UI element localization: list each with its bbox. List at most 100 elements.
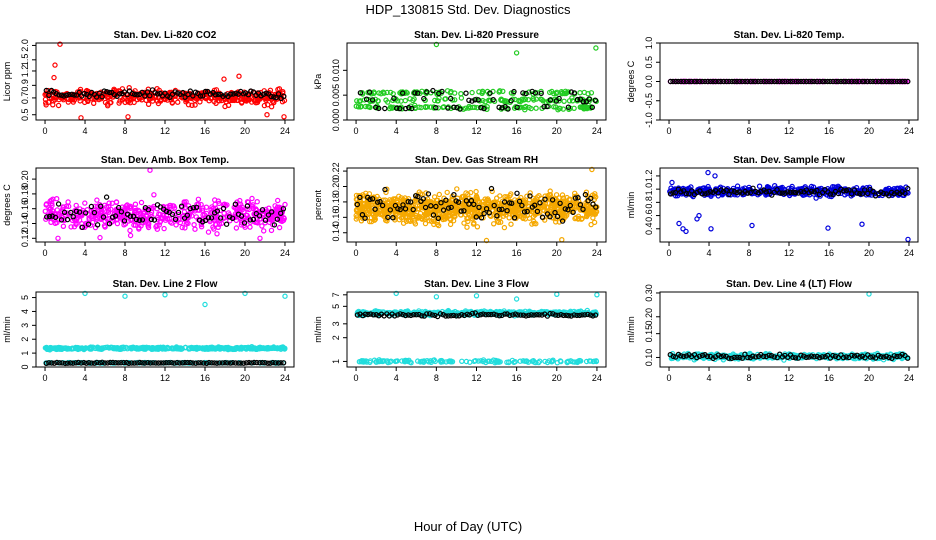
data-point — [822, 78, 828, 85]
data-point — [433, 104, 439, 111]
data-point — [166, 360, 172, 366]
data-point — [48, 219, 54, 225]
x-tick-label: 0 — [667, 126, 672, 136]
data-point — [122, 293, 128, 299]
data-point — [712, 78, 719, 85]
data-point — [375, 199, 381, 205]
data-point — [143, 212, 149, 219]
data-point — [254, 198, 260, 205]
data-point — [137, 359, 143, 366]
data-point — [175, 211, 182, 218]
data-point — [67, 360, 74, 366]
data-point — [481, 210, 487, 217]
data-point — [219, 360, 226, 366]
data-point — [139, 97, 145, 103]
data-point — [232, 360, 239, 366]
data-point — [354, 312, 361, 318]
x-tick-label: 24 — [592, 248, 602, 258]
data-point — [777, 78, 783, 85]
data-point — [795, 78, 802, 85]
data-point — [250, 89, 257, 95]
data-point — [522, 96, 529, 103]
data-point — [257, 344, 263, 350]
data-point — [793, 78, 799, 85]
data-point — [224, 346, 230, 352]
data-point — [481, 105, 487, 112]
data-point — [88, 360, 95, 366]
data-point — [425, 191, 432, 197]
data-point — [513, 50, 520, 56]
data-point — [521, 104, 528, 111]
data-point — [118, 209, 125, 215]
data-point — [275, 360, 282, 366]
data-point — [248, 95, 255, 101]
data-point — [54, 207, 61, 213]
data-point — [76, 209, 83, 215]
data-point — [396, 216, 403, 223]
data-point — [498, 219, 504, 225]
data-point — [779, 190, 786, 196]
data-point — [514, 104, 520, 111]
data-point — [49, 360, 55, 366]
data-point — [154, 91, 161, 97]
data-point — [504, 194, 510, 200]
data-point — [219, 345, 225, 351]
data-point — [571, 90, 578, 96]
data-point — [415, 90, 421, 96]
data-point — [257, 235, 263, 241]
data-point — [354, 201, 360, 208]
data-point — [73, 360, 79, 366]
data-point — [491, 202, 497, 209]
data-point — [580, 206, 586, 212]
data-point — [422, 220, 429, 227]
data-point — [439, 88, 445, 95]
data-point — [204, 346, 211, 352]
data-point — [457, 106, 463, 112]
data-point — [400, 311, 406, 318]
data-point — [552, 204, 558, 211]
data-point — [527, 190, 533, 196]
data-point — [736, 189, 743, 195]
data-point — [103, 204, 110, 210]
data-point — [134, 91, 140, 98]
data-point — [57, 360, 63, 366]
data-point — [216, 360, 223, 366]
data-point — [424, 89, 430, 95]
data-point — [761, 78, 767, 85]
data-point — [792, 189, 799, 196]
data-point — [190, 360, 196, 366]
data-point — [484, 106, 490, 113]
x-tick-label: 0 — [354, 373, 359, 383]
data-point — [673, 78, 679, 85]
x-tick-label: 8 — [123, 373, 128, 383]
data-point — [854, 187, 860, 194]
data-point — [489, 188, 495, 195]
data-point — [124, 346, 131, 352]
data-point — [458, 208, 464, 214]
data-point — [264, 346, 270, 352]
data-point — [729, 78, 735, 85]
panel-frame — [659, 167, 919, 243]
data-point — [373, 312, 379, 318]
data-point — [459, 312, 465, 318]
data-point — [185, 91, 191, 98]
data-point — [520, 90, 526, 96]
data-point — [184, 219, 190, 225]
data-point — [98, 206, 105, 212]
data-point — [484, 197, 490, 203]
data-point — [558, 312, 564, 318]
data-point — [181, 199, 187, 205]
data-point — [275, 197, 281, 204]
y-tick-label: -1.0 — [644, 112, 654, 128]
panel-points — [353, 41, 600, 113]
data-point — [79, 224, 86, 230]
data-point — [171, 360, 177, 366]
data-point — [153, 360, 159, 366]
data-point — [551, 202, 558, 208]
data-point — [397, 311, 403, 317]
data-point — [536, 312, 542, 318]
data-point — [531, 218, 537, 225]
panel-frame — [35, 291, 295, 368]
data-point — [256, 213, 263, 219]
